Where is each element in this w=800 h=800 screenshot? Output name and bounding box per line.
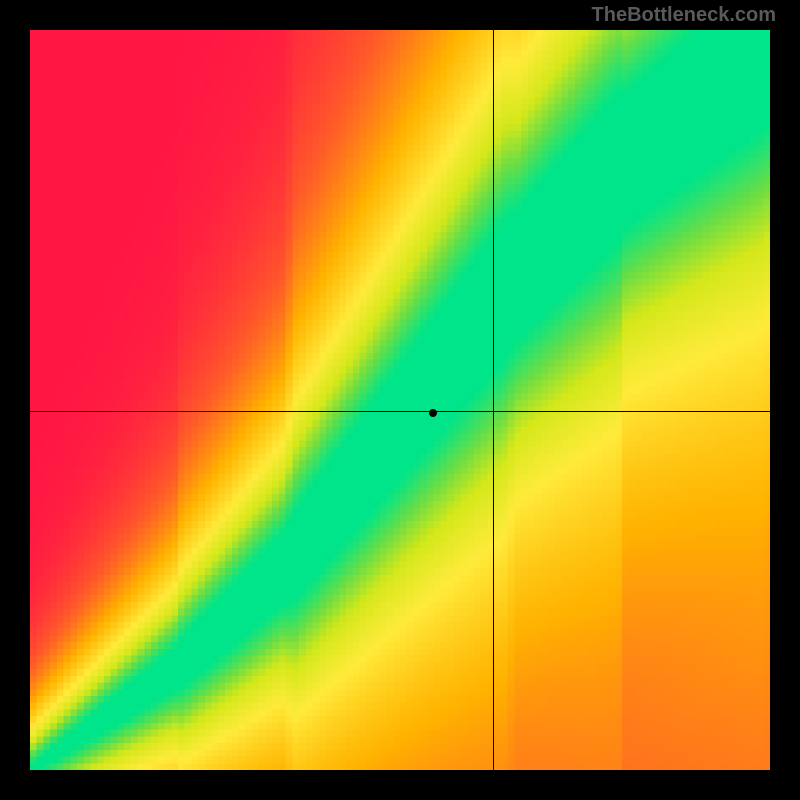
marker-dot (429, 409, 437, 417)
chart-container: TheBottleneck.com (0, 0, 800, 800)
plot-area (30, 30, 770, 770)
crosshair-horizontal (30, 411, 770, 412)
crosshair-vertical (493, 30, 494, 770)
heatmap-svg (30, 30, 770, 770)
watermark-text: TheBottleneck.com (592, 4, 776, 27)
